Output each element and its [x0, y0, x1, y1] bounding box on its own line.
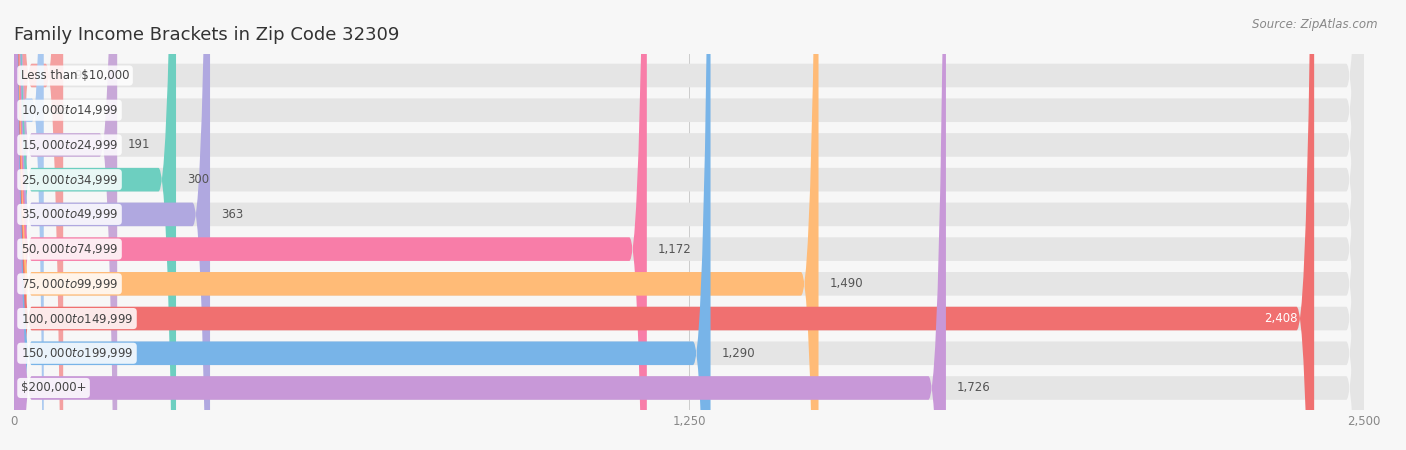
- FancyBboxPatch shape: [14, 0, 117, 450]
- FancyBboxPatch shape: [14, 0, 1364, 450]
- FancyBboxPatch shape: [14, 0, 63, 450]
- Text: $200,000+: $200,000+: [21, 382, 86, 395]
- FancyBboxPatch shape: [14, 0, 946, 450]
- FancyBboxPatch shape: [14, 0, 209, 450]
- Text: 1,490: 1,490: [830, 277, 863, 290]
- Text: 363: 363: [221, 208, 243, 221]
- Text: 91: 91: [75, 69, 89, 82]
- Text: 1,290: 1,290: [721, 347, 755, 360]
- FancyBboxPatch shape: [14, 0, 1364, 450]
- FancyBboxPatch shape: [14, 0, 176, 450]
- Text: 55: 55: [55, 104, 69, 117]
- Text: Less than $10,000: Less than $10,000: [21, 69, 129, 82]
- Text: $75,000 to $99,999: $75,000 to $99,999: [21, 277, 118, 291]
- Text: $25,000 to $34,999: $25,000 to $34,999: [21, 173, 118, 187]
- Text: 2,408: 2,408: [1264, 312, 1298, 325]
- Text: 300: 300: [187, 173, 209, 186]
- FancyBboxPatch shape: [14, 0, 44, 450]
- FancyBboxPatch shape: [14, 0, 818, 450]
- Text: 1,172: 1,172: [658, 243, 692, 256]
- FancyBboxPatch shape: [14, 0, 1315, 450]
- Text: 191: 191: [128, 139, 150, 152]
- FancyBboxPatch shape: [14, 0, 1364, 450]
- Text: 1,726: 1,726: [956, 382, 990, 395]
- Text: $100,000 to $149,999: $100,000 to $149,999: [21, 311, 134, 325]
- Text: Source: ZipAtlas.com: Source: ZipAtlas.com: [1253, 18, 1378, 31]
- Text: Family Income Brackets in Zip Code 32309: Family Income Brackets in Zip Code 32309: [14, 26, 399, 44]
- Text: $10,000 to $14,999: $10,000 to $14,999: [21, 103, 118, 117]
- FancyBboxPatch shape: [14, 0, 1364, 450]
- FancyBboxPatch shape: [14, 0, 710, 450]
- FancyBboxPatch shape: [14, 0, 1364, 450]
- FancyBboxPatch shape: [14, 0, 1364, 450]
- FancyBboxPatch shape: [14, 0, 1364, 450]
- FancyBboxPatch shape: [14, 0, 647, 450]
- FancyBboxPatch shape: [14, 0, 1364, 450]
- FancyBboxPatch shape: [14, 0, 1364, 450]
- FancyBboxPatch shape: [14, 0, 1364, 450]
- Text: $50,000 to $74,999: $50,000 to $74,999: [21, 242, 118, 256]
- Text: $35,000 to $49,999: $35,000 to $49,999: [21, 207, 118, 221]
- Text: $15,000 to $24,999: $15,000 to $24,999: [21, 138, 118, 152]
- Text: $150,000 to $199,999: $150,000 to $199,999: [21, 346, 134, 360]
